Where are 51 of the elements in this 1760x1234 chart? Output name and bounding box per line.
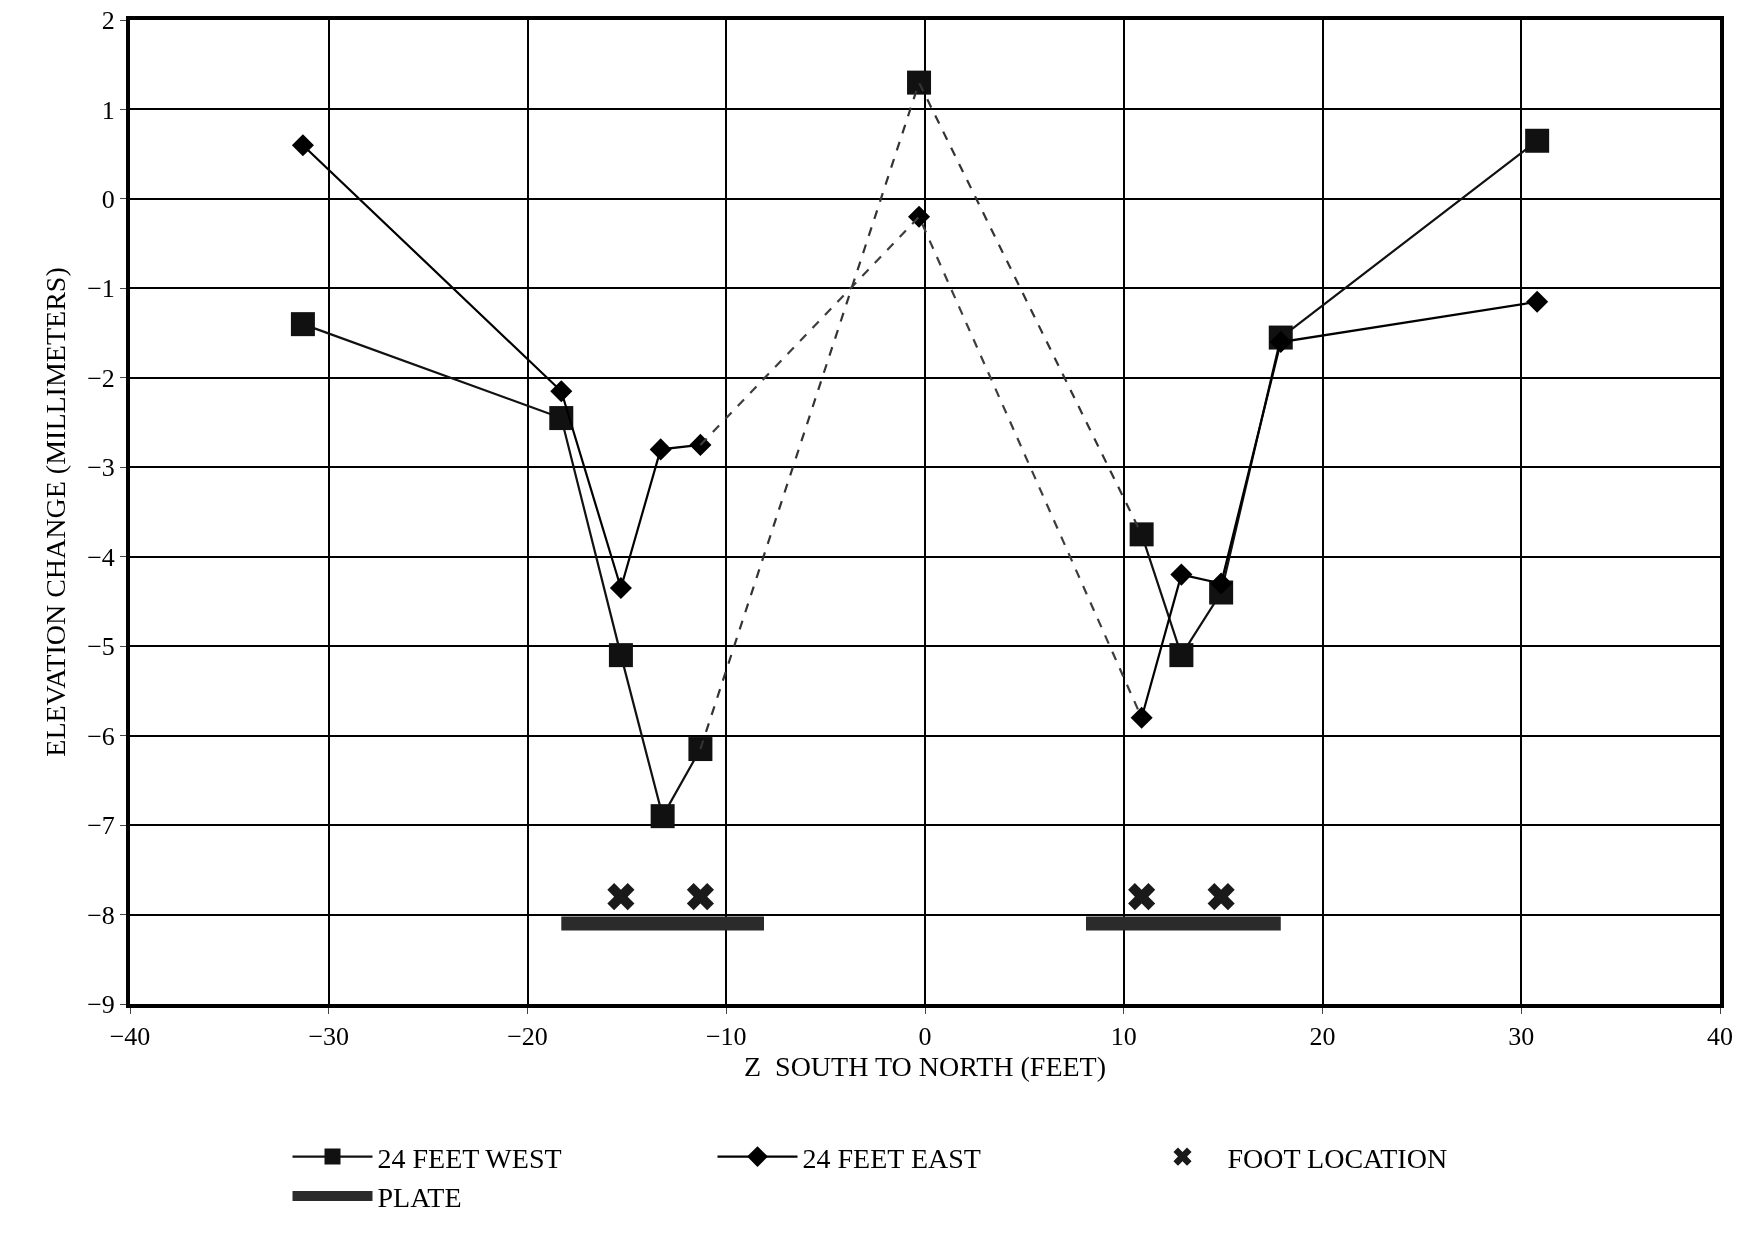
x-tick-label: 10 [1110, 1022, 1137, 1052]
x-tick-label: −10 [705, 1022, 747, 1052]
point [907, 205, 931, 228]
point [1170, 563, 1193, 586]
x-axis-title: Z SOUTH TO NORTH (FEET) [743, 1051, 1107, 1083]
x-tick-label: −20 [507, 1022, 548, 1052]
point [550, 380, 573, 403]
point [609, 576, 632, 600]
point [1128, 883, 1156, 911]
x-tick-label: 30 [1508, 1022, 1535, 1052]
point [1169, 643, 1194, 668]
y-axis-title: ELEVATION CHANGE (MILLIMETERS) [40, 267, 72, 757]
point [650, 804, 675, 829]
x-tick-label: −40 [109, 1022, 151, 1052]
point [291, 134, 314, 157]
y-tick-label: −9 [87, 990, 115, 1020]
point [1130, 706, 1153, 729]
point [1129, 522, 1154, 547]
point [907, 70, 932, 95]
y-tick-label: −6 [87, 721, 115, 751]
y-tick-label: −7 [87, 811, 115, 841]
y-tick-label: −8 [87, 900, 115, 930]
x-tick-label: −30 [308, 1022, 350, 1052]
legend-label: 24 FEET EAST [802, 1142, 981, 1174]
point [689, 433, 712, 456]
point [1207, 883, 1235, 911]
point [607, 883, 635, 911]
legend-label: PLATE [377, 1181, 462, 1213]
y-tick-label: 1 [101, 95, 115, 125]
y-tick-label: 2 [101, 6, 115, 36]
point [688, 737, 713, 762]
point [1210, 572, 1233, 595]
point [1269, 330, 1292, 354]
legend-label: 24 FEET WEST [377, 1142, 562, 1174]
y-tick-label: −5 [87, 632, 115, 662]
y-tick-label: −1 [87, 274, 115, 304]
point [686, 883, 714, 911]
y-tick-label: 0 [101, 185, 115, 215]
point [608, 643, 633, 668]
y-tick-label: −3 [87, 453, 115, 483]
point [290, 312, 315, 337]
point [649, 438, 672, 461]
point [1525, 128, 1550, 153]
x-tick-label: 20 [1309, 1022, 1336, 1052]
x-tick-label: 0 [918, 1022, 932, 1052]
point [549, 406, 574, 431]
y-tick-label: −4 [87, 542, 115, 572]
y-tick-label: −2 [87, 363, 115, 393]
x-tick-label: 40 [1707, 1022, 1733, 1052]
point [1526, 290, 1549, 313]
legend-label: FOOT LOCATION [1227, 1142, 1448, 1174]
